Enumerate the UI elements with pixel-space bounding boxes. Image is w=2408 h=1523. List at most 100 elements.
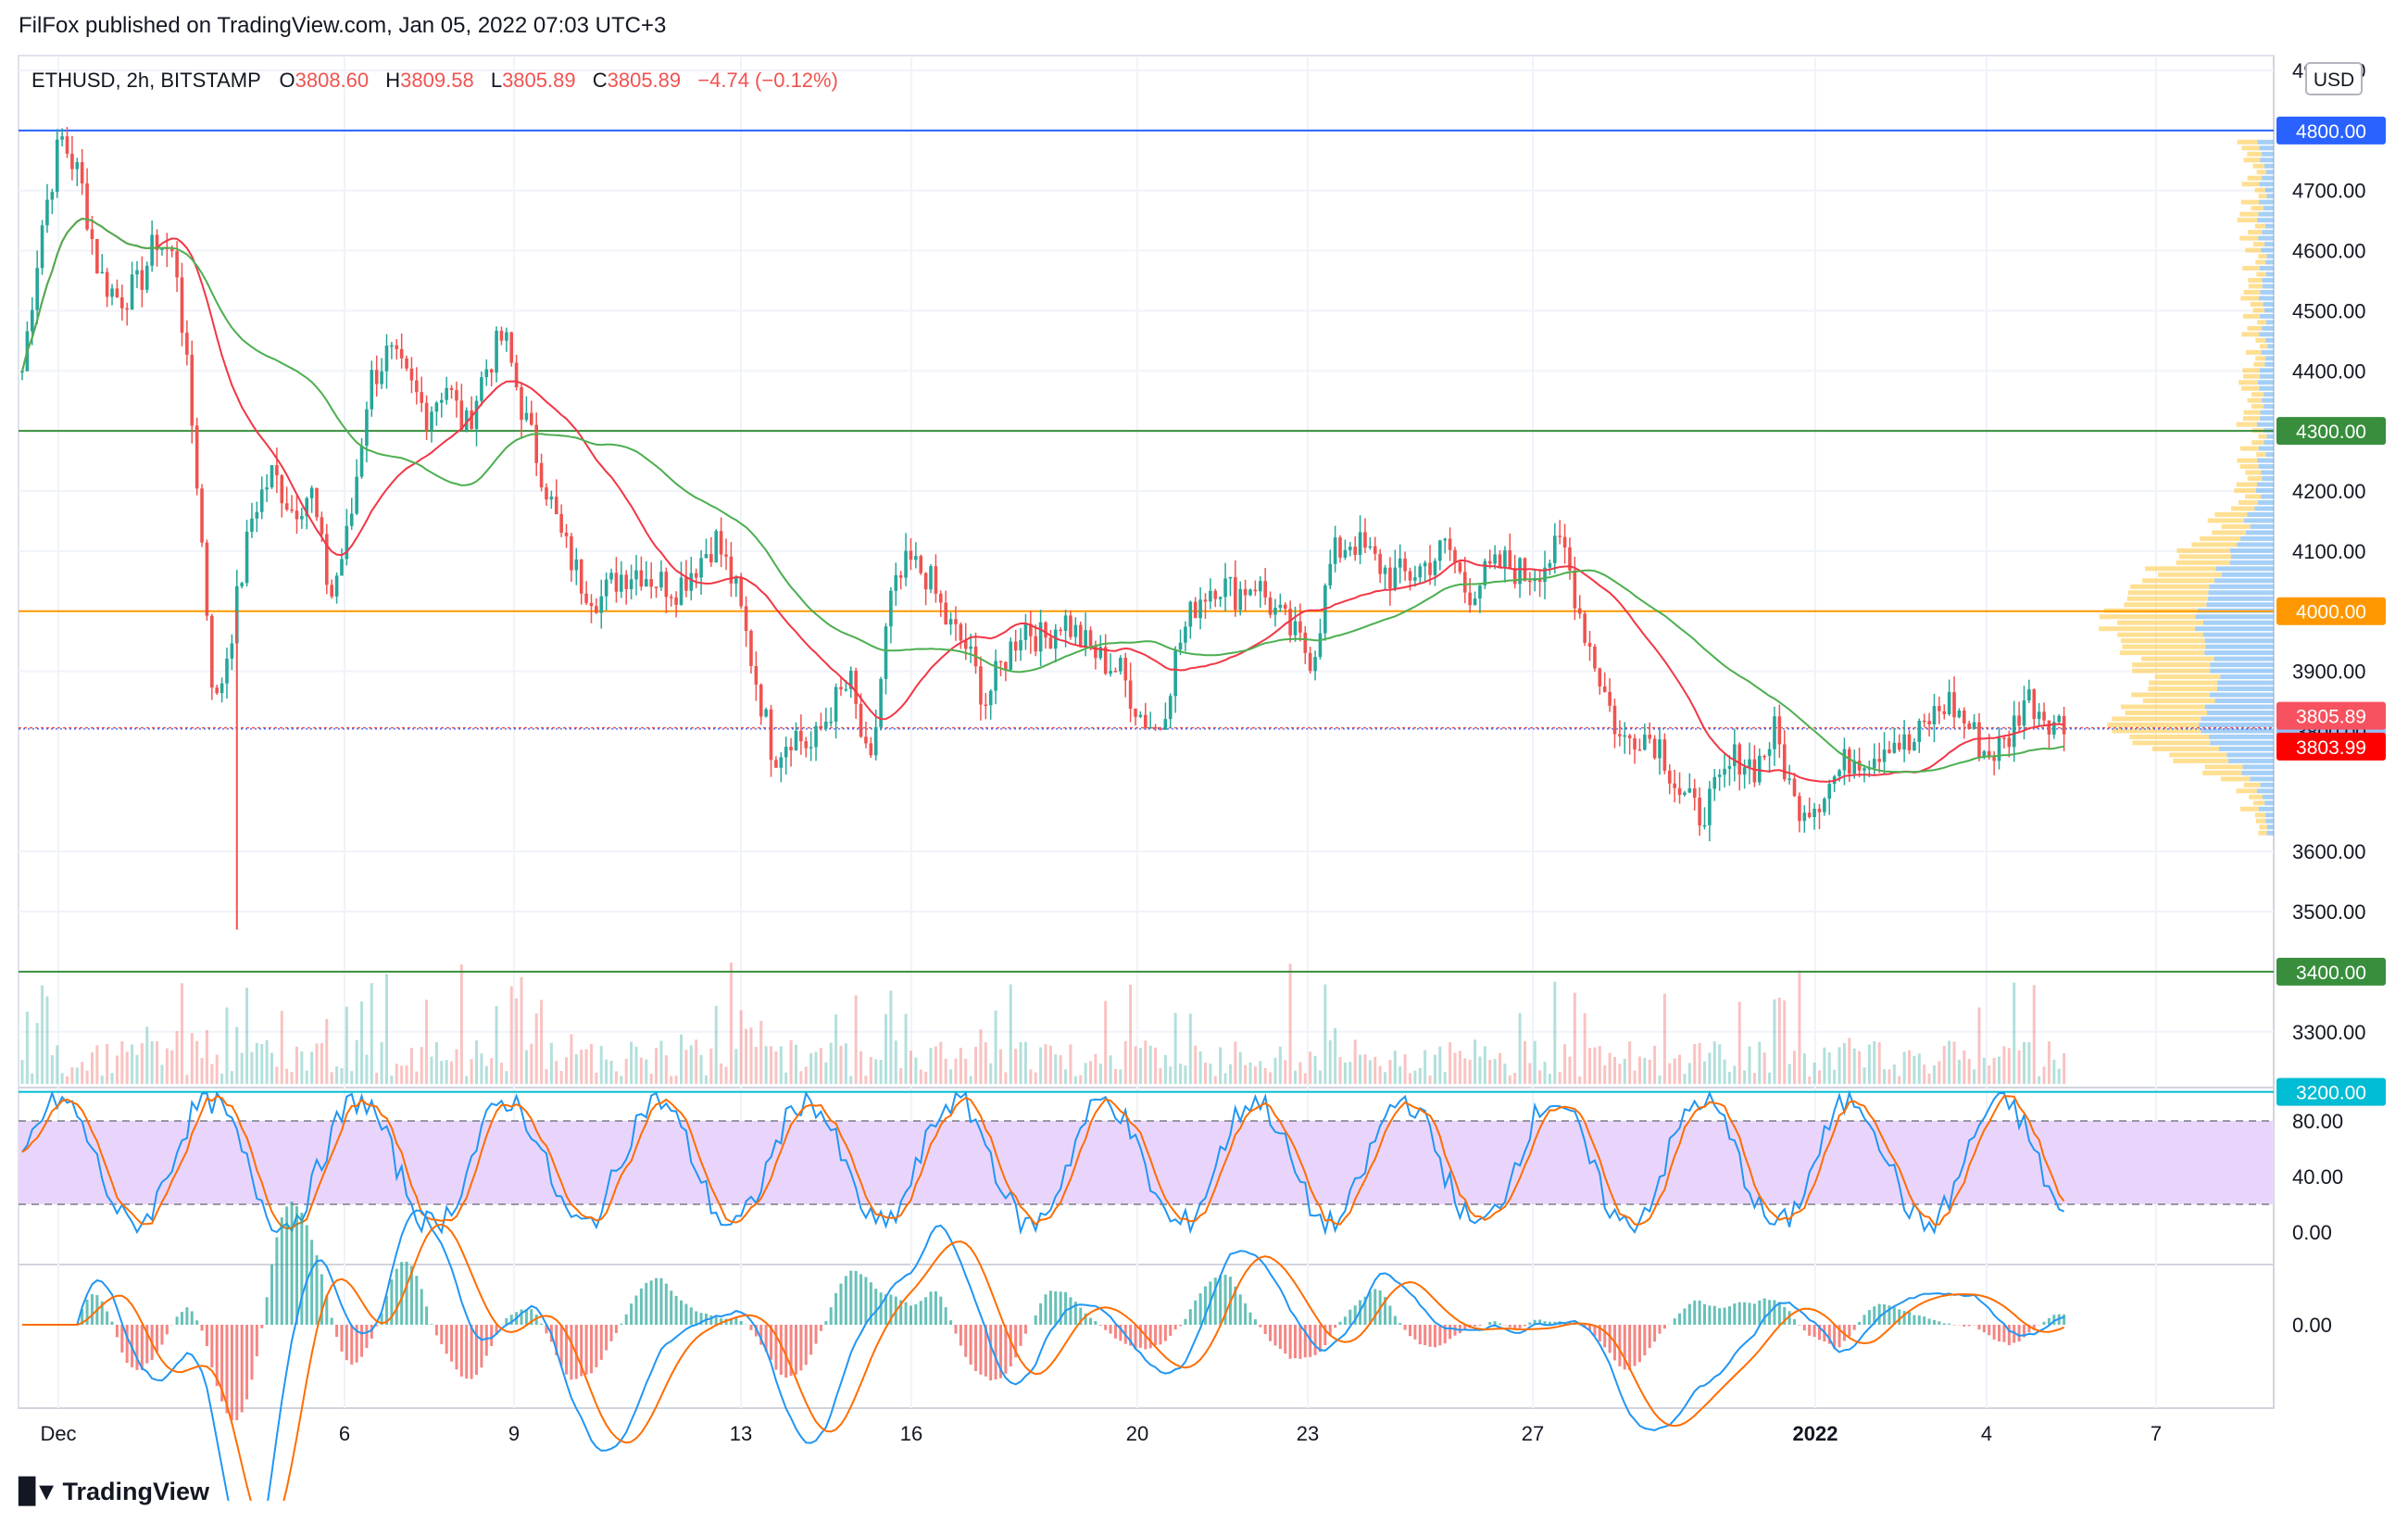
candle-body xyxy=(1817,808,1822,812)
price-tick-label: 4400.00 xyxy=(2292,359,2366,383)
macd-hist-bar xyxy=(1054,1290,1058,1325)
volume-bar xyxy=(1073,1076,1077,1084)
candle-body xyxy=(1343,549,1348,558)
candle-body xyxy=(424,402,429,430)
macd-hist-bar xyxy=(2032,1325,2036,1330)
macd-hist-bar xyxy=(1094,1320,1097,1325)
volume-bar xyxy=(979,1029,983,1084)
macd-hist-bar xyxy=(829,1307,833,1325)
candle-body xyxy=(889,590,893,627)
volume-bar xyxy=(90,1051,94,1084)
volume-bar xyxy=(1303,1073,1307,1084)
candle-body xyxy=(1602,686,1607,692)
candle-body xyxy=(620,574,623,592)
macd-hist-bar xyxy=(1513,1325,1517,1329)
candle-body xyxy=(1712,776,1717,789)
volume-bar xyxy=(2013,982,2016,1084)
time-tick-label: 13 xyxy=(730,1422,752,1445)
stoch-band xyxy=(19,1121,2274,1204)
candle-body xyxy=(1168,696,1173,720)
candle-body xyxy=(290,509,294,511)
volume-bar xyxy=(954,1058,958,1084)
profile-bar xyxy=(2260,782,2274,787)
profile-bar xyxy=(2248,283,2263,289)
volume-bar xyxy=(559,1071,563,1084)
candle-body xyxy=(390,345,394,347)
candle-body xyxy=(284,503,289,510)
macd-hist-bar xyxy=(1698,1300,1701,1325)
macd-hist-bar xyxy=(1173,1325,1177,1330)
profile-bar xyxy=(2207,518,2244,523)
volume-bar xyxy=(1398,1066,1402,1084)
volume-bar xyxy=(25,1011,29,1084)
candle-body xyxy=(1823,799,1826,812)
profile-bar xyxy=(2259,145,2274,151)
legend-o-value: 3808.60 xyxy=(295,69,370,92)
macd-hist-bar xyxy=(81,1309,84,1325)
profile-bar xyxy=(2132,668,2211,673)
tradingview-logo[interactable]: ▉▼ TradingView xyxy=(19,1478,209,1506)
macd-hist-bar xyxy=(280,1217,283,1325)
candle-body xyxy=(1248,589,1252,596)
profile-bar xyxy=(2237,542,2274,548)
candle-body xyxy=(1313,657,1317,672)
volume-bar xyxy=(1203,1063,1207,1084)
price-chart[interactable]: 4900.004700.004600.004500.004400.004200.… xyxy=(0,37,2408,1501)
volume-bar xyxy=(1244,1064,1248,1084)
candle-body xyxy=(80,162,84,184)
volume-bar xyxy=(939,1041,943,1084)
candle-body xyxy=(2042,711,2046,721)
macd-hist-bar xyxy=(1048,1290,1052,1325)
candle-body xyxy=(769,709,773,761)
currency-badge[interactable] xyxy=(2305,62,2363,95)
profile-bar xyxy=(2243,289,2261,295)
price-tick-label: 3600.00 xyxy=(2292,840,2366,863)
macd-hist-bar xyxy=(490,1325,494,1347)
volume-bar xyxy=(1737,1001,1741,1084)
macd-hist-bar xyxy=(1223,1275,1227,1325)
macd-hist-bar xyxy=(954,1325,958,1334)
candle-body xyxy=(884,626,888,679)
volume-bar xyxy=(1783,1000,1787,1084)
candle-body xyxy=(2007,737,2012,748)
volume-bar xyxy=(1468,1059,1472,1084)
profile-bar xyxy=(2247,325,2263,331)
volume-bar xyxy=(405,1065,408,1084)
candle-body xyxy=(330,585,333,597)
macd-hist-bar xyxy=(415,1276,419,1325)
volume-bar xyxy=(1219,1047,1223,1084)
legend-h-label: H xyxy=(385,69,400,92)
price-tick-label: 4600.00 xyxy=(2292,240,2366,263)
volume-bar xyxy=(565,1057,569,1084)
profile-bar xyxy=(2243,782,2261,787)
candle-body xyxy=(649,579,653,587)
profile-bar xyxy=(2254,506,2274,511)
profile-bar xyxy=(2242,764,2274,770)
candle-body xyxy=(1762,755,1766,758)
macd-hist-bar xyxy=(1793,1319,1797,1325)
volume-bar xyxy=(1253,1066,1257,1084)
macd-hist-bar xyxy=(330,1317,333,1325)
candle-body xyxy=(1487,560,1492,564)
volume-bar xyxy=(2057,1068,2061,1084)
profile-bar xyxy=(2238,499,2258,505)
macd-hist-bar xyxy=(1852,1325,1856,1330)
macd-hist-bar xyxy=(230,1325,233,1421)
macd-signal-line xyxy=(22,1223,2064,1501)
profile-bar xyxy=(2117,632,2204,637)
candle-body xyxy=(1648,734,1652,739)
profile-bar xyxy=(2206,711,2274,716)
volume-bar xyxy=(1169,1066,1173,1084)
macd-hist-bar xyxy=(390,1279,394,1325)
macd-hist-bar xyxy=(844,1276,847,1325)
candle-body xyxy=(309,487,314,498)
volume-bar xyxy=(1848,1038,1851,1084)
macd-hist-bar xyxy=(1004,1325,1008,1374)
volume-bar xyxy=(420,1047,423,1084)
macd-hist-bar xyxy=(1303,1325,1307,1358)
candle-body xyxy=(230,643,234,659)
volume-bar xyxy=(81,1062,84,1084)
volume-bar xyxy=(1563,1044,1567,1084)
volume-bar xyxy=(1902,1051,1906,1084)
profile-bar xyxy=(2255,818,2266,824)
